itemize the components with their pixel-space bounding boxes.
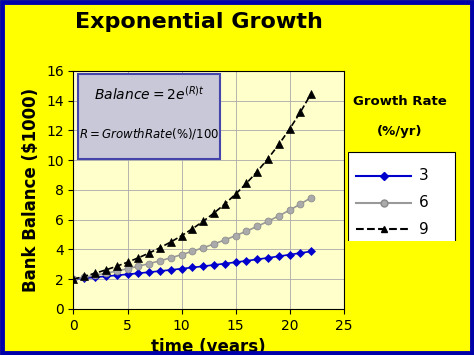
Text: Exponential Growth: Exponential Growth (75, 12, 323, 32)
Text: Growth Rate: Growth Rate (353, 95, 447, 108)
FancyBboxPatch shape (78, 74, 220, 159)
Y-axis label: Bank Balance ($1000): Bank Balance ($1000) (22, 88, 40, 292)
Text: (%/yr): (%/yr) (377, 125, 422, 138)
FancyBboxPatch shape (348, 152, 456, 244)
Text: 3: 3 (419, 168, 428, 183)
X-axis label: time (years): time (years) (151, 338, 266, 355)
Text: 9: 9 (419, 222, 428, 237)
Text: 6: 6 (419, 195, 428, 210)
Text: $\mathit{Balance} = 2e^{(R)t}$: $\mathit{Balance} = 2e^{(R)t}$ (94, 84, 205, 102)
Text: $\mathit{R = GrowthRate(\%)/100}$: $\mathit{R = GrowthRate(\%)/100}$ (79, 126, 219, 141)
